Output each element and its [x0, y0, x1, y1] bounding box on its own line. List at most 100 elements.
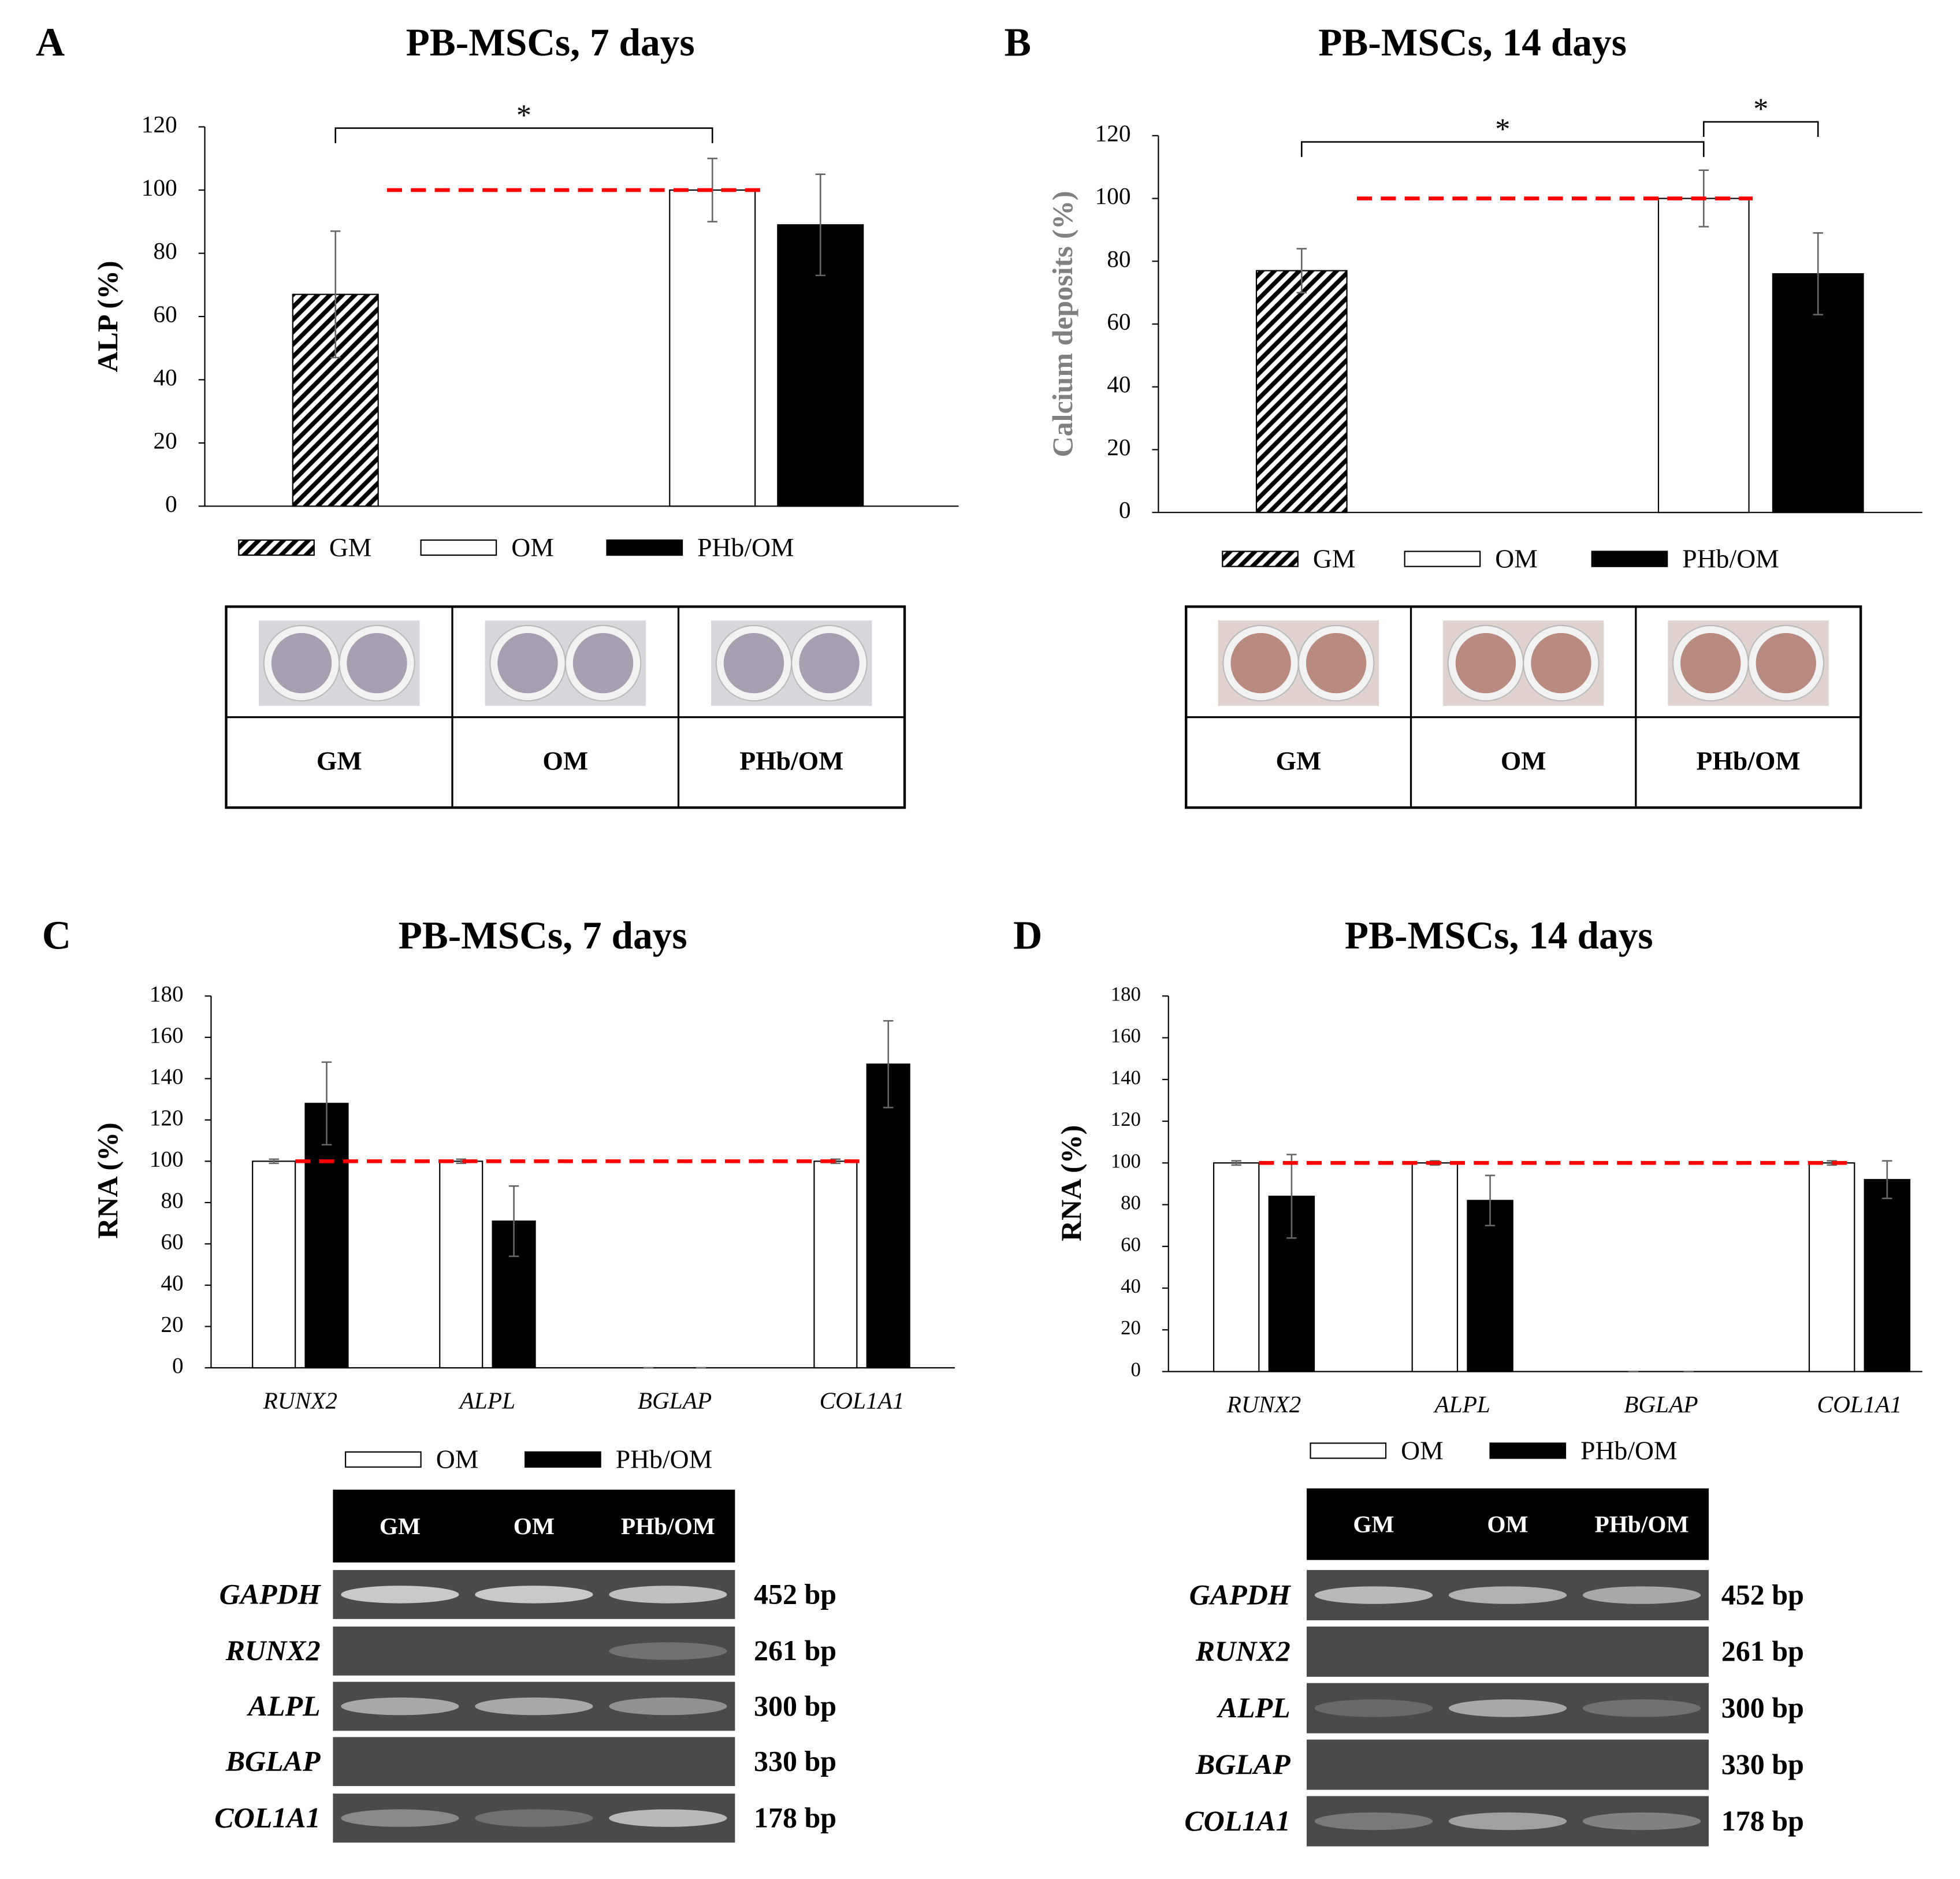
gel-band [1448, 1586, 1567, 1604]
gel-band [1582, 1812, 1701, 1830]
bar [813, 1160, 858, 1369]
y-tick-label: 20 [1121, 1316, 1141, 1339]
gel-size-label: 261 bp [754, 1634, 836, 1666]
y-tick-label: 0 [172, 1353, 184, 1378]
gel-lane-label: PHb/OM [621, 1513, 715, 1539]
gel-size-label: 178 bp [1721, 1804, 1804, 1837]
gel-band [1314, 1812, 1433, 1830]
gel-gene-label: ALPL [247, 1690, 321, 1722]
error-bar [1296, 248, 1307, 293]
table-border [1185, 605, 1862, 809]
y-tick-label: 100 [1111, 1149, 1141, 1172]
significance-bracket [1702, 121, 1819, 137]
gel-header [333, 1489, 735, 1563]
bar [1411, 1162, 1459, 1372]
significance-label: * [516, 98, 531, 132]
gel-gene-label: RUNX2 [1195, 1635, 1290, 1667]
gel-size-label: 178 bp [754, 1801, 836, 1833]
y-tick-label: 0 [165, 490, 177, 517]
y-tick-label: 160 [150, 1023, 184, 1048]
gel-band [475, 1586, 593, 1603]
legend-swatch [238, 539, 315, 556]
x-tick-label: ALPL [1433, 1391, 1490, 1417]
legend-label: OM [511, 533, 554, 562]
gel-lane-label: OM [514, 1513, 555, 1539]
bar [1213, 1162, 1260, 1372]
x-tick-label: BGLAP [1624, 1391, 1698, 1417]
y-tick-label: 120 [150, 1106, 184, 1130]
x-tick-label: COL1A1 [820, 1387, 905, 1413]
legend-swatch [1489, 1442, 1567, 1459]
legend-swatch [606, 539, 683, 556]
gel-size-label: 452 bp [1721, 1578, 1804, 1610]
legend-swatch [345, 1451, 422, 1468]
gel-row [1307, 1739, 1709, 1790]
y-tick-label: 160 [1111, 1025, 1141, 1047]
chart-title: PB-MSCs, 14 days [1345, 914, 1653, 957]
bar [252, 1160, 296, 1369]
gel-size-label: 452 bp [754, 1577, 836, 1610]
y-tick-label: 60 [161, 1229, 183, 1254]
legend-label: PHb/OM [616, 1445, 712, 1474]
well [723, 632, 784, 694]
error-bar [330, 230, 341, 359]
gel-band [1448, 1699, 1567, 1717]
gel-gene-label: ALPL [1217, 1691, 1290, 1724]
gel-size-label: 300 bp [1721, 1691, 1804, 1724]
y-tick-label: 20 [161, 1312, 183, 1337]
bar [1255, 270, 1348, 514]
bar [304, 1103, 349, 1369]
chart-title: PB-MSCs, 14 days [1318, 21, 1627, 64]
legend-swatch [420, 539, 497, 556]
y-tick-label: 40 [1107, 371, 1130, 397]
x-tick-label: COL1A1 [1817, 1391, 1902, 1417]
legend-swatch [525, 1451, 601, 1468]
bar [1808, 1162, 1855, 1372]
gel-gene-label: BGLAP [225, 1745, 321, 1777]
gel-lane-label: PHb/OM [1595, 1511, 1689, 1538]
y-tick-label: 180 [1111, 983, 1141, 1005]
y-tick-label: 100 [142, 174, 177, 201]
gel-band [1314, 1699, 1433, 1717]
gel-band [609, 1642, 727, 1660]
gel-row [333, 1626, 735, 1676]
gel-band [1448, 1812, 1567, 1830]
y-axis-label: RNA (%) [1055, 1125, 1087, 1241]
legend-label: PHb/OM [697, 533, 794, 562]
y-tick-label: 40 [153, 364, 177, 390]
y-tick-label: 20 [153, 427, 177, 453]
well [1455, 632, 1516, 694]
y-tick-label: 60 [1107, 308, 1130, 334]
table-label: PHb/OM [739, 746, 843, 776]
error-bar [1485, 1174, 1496, 1226]
gel-band [341, 1697, 459, 1716]
legend-swatch [1591, 550, 1668, 567]
x-tick-label: RUNX2 [263, 1387, 337, 1413]
error-bar [321, 1061, 332, 1146]
significance-label: * [1753, 92, 1768, 126]
significance-bracket [334, 127, 713, 143]
y-tick-label: 120 [1111, 1108, 1141, 1130]
legend-label: OM [436, 1445, 479, 1474]
error-bar [269, 1158, 279, 1164]
gel-band [609, 1809, 727, 1827]
y-tick-label: 80 [1107, 245, 1130, 272]
y-tick-label: 80 [161, 1188, 183, 1213]
legend-label: GM [329, 533, 372, 562]
legend-label: OM [1401, 1435, 1444, 1465]
gel-size-label: 261 bp [1721, 1635, 1804, 1667]
chart-title: PB-MSCs, 7 days [399, 914, 687, 957]
error-bar [1286, 1154, 1297, 1239]
y-tick-label: 0 [1119, 497, 1131, 523]
y-tick-label: 80 [1121, 1192, 1141, 1214]
y-axis-label: Calcium deposits (%) [1046, 191, 1078, 457]
gel-size-label: 330 bp [1721, 1748, 1804, 1780]
bar [1467, 1200, 1513, 1372]
error-bar [1231, 1160, 1241, 1166]
legend-label: PHb/OM [1580, 1435, 1677, 1465]
y-tick-label: 180 [150, 981, 184, 1006]
y-tick-label: 60 [153, 300, 177, 327]
gel-row [333, 1737, 735, 1787]
chart-title: PB-MSCs, 7 days [406, 21, 695, 64]
